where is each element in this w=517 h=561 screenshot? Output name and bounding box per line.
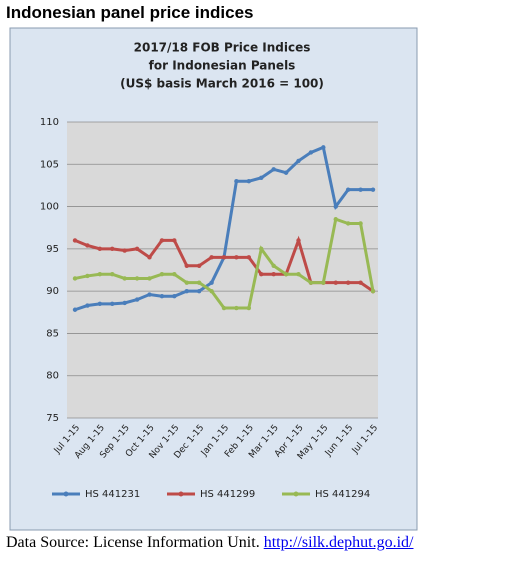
data-point [246,305,252,311]
data-point [209,288,214,294]
data-point [259,272,264,277]
data-point [172,294,177,299]
data-point [196,280,202,285]
data-point [308,280,314,285]
data-point [134,276,140,281]
data-point [271,272,276,277]
y-tick-label: 95 [46,244,59,255]
data-point [184,263,189,268]
chart-title: for Indonesian Panels [149,59,296,73]
data-point [358,221,363,226]
data-point [283,170,289,175]
y-tick-label: 110 [40,117,59,128]
data-point [72,307,78,312]
data-point [85,273,90,279]
data-point [321,145,326,150]
plot-area [67,122,378,418]
data-point [159,272,165,277]
data-point [172,238,177,243]
data-point [221,305,227,311]
data-point [196,288,202,294]
data-point [147,292,152,297]
data-point [321,280,326,285]
data-point [172,272,177,277]
legend-marker [63,491,69,497]
chart-title: (US$ basis March 2016 = 100) [120,77,324,91]
data-point [110,301,115,307]
y-tick-label: 100 [40,202,59,213]
data-point [134,246,140,252]
legend-marker [293,491,299,497]
data-point [110,272,115,277]
y-tick-label: 105 [40,159,59,170]
data-point [159,294,165,299]
chart-title: 2017/18 FOB Price Indices [134,41,311,55]
data-point [259,246,264,252]
page-title: Indonesian panel price indices [6,3,254,22]
data-point [209,255,214,260]
data-point [72,238,78,243]
data-point [345,187,351,192]
data-point [333,280,338,285]
source-link[interactable]: http://silk.dephut.go.id/ [263,534,414,551]
data-point [147,255,152,260]
data-point [370,288,376,294]
y-tick-label: 85 [46,328,59,339]
data-point [358,187,363,192]
data-point [221,255,227,260]
data-point [358,280,363,285]
data-point [97,246,103,252]
data-point [134,297,140,302]
data-point [122,276,127,281]
y-tick-label: 75 [46,413,59,424]
data-point [271,167,276,172]
data-point [122,300,127,306]
data-point [296,272,301,277]
legend-label: HS 441294 [315,489,370,500]
data-point [333,204,338,209]
data-point [97,301,103,307]
data-point [370,187,376,192]
data-point [209,280,214,285]
legend-label: HS 441231 [85,489,140,500]
data-point [234,179,239,184]
data-point [296,158,301,164]
data-point [234,305,239,311]
data-point [72,276,78,281]
data-point [184,280,189,285]
data-point [147,276,152,281]
data-point [345,221,351,226]
data-point [97,272,103,277]
data-point [246,255,252,260]
data-point [308,150,314,155]
legend-marker [178,491,184,497]
data-point [246,179,252,184]
data-point [333,217,338,222]
y-tick-label: 80 [46,371,59,382]
data-point [85,243,90,248]
footer-text: Data Source: License Information Unit. [6,534,260,551]
data-point [196,263,202,268]
data-point [345,280,351,285]
data-point [85,303,90,308]
data-point [110,246,115,252]
data-point [234,255,239,260]
data-point [271,263,276,268]
y-tick-label: 90 [46,286,59,297]
legend-label: HS 441299 [200,489,255,500]
data-point [184,288,189,294]
data-point [159,238,165,243]
data-point [122,248,127,253]
data-point [296,238,301,243]
footer: Data Source: License Information Unit. h… [6,534,413,552]
data-point [259,175,264,181]
data-point [283,272,289,277]
